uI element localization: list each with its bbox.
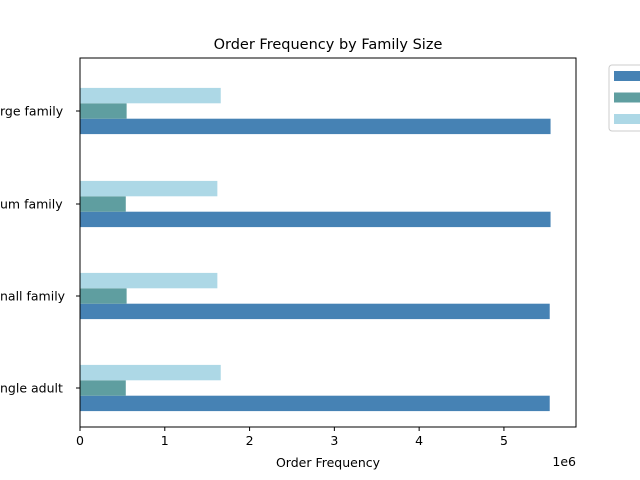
bar-series-1-small-family [80,288,127,304]
legend-swatch-2 [614,114,640,124]
x-tick-label: 4 [415,433,423,448]
y-tick-label: um family [0,197,63,212]
bar-series-2-single-adult [80,364,221,381]
legend-swatch-1 [614,92,640,103]
bar-series-1-medium-family [80,196,126,212]
bar-series-0-medium-family [80,211,551,228]
y-ticks: ngle adult nall family um family rge family [0,104,80,396]
y-tick-label: ngle adult [0,381,63,396]
plot-frame [79,57,577,428]
chart-title: Order Frequency by Family Size [214,37,443,53]
x-tick-label: 1 [161,433,169,448]
bar-series-2-small-family [80,272,218,289]
bar-series-0-single-adult [80,395,550,412]
x-tick-label: 3 [330,433,338,448]
y-tick-label: nall family [0,289,66,304]
x-tick-label: 0 [76,433,84,448]
bars-layer [80,87,551,412]
bar-series-1-single-adult [80,380,126,396]
x-axis-label: Order Frequency [276,455,381,470]
x-tick-label: 5 [500,433,508,448]
bar-series-0-large-family [80,118,551,135]
y-tick-label: rge family [0,104,64,119]
x-ticks: 0 1 2 3 4 5 [76,427,508,448]
bar-series-0-small-family [80,303,550,320]
bar-series-2-medium-family [80,180,218,197]
bar-series-2-large-family [80,87,221,104]
x-axis-offset-label: 1e6 [552,454,576,469]
x-tick-label: 2 [246,433,254,448]
legend-swatch-0 [614,71,640,81]
legend [608,64,640,132]
bar-series-1-large-family [80,103,127,119]
